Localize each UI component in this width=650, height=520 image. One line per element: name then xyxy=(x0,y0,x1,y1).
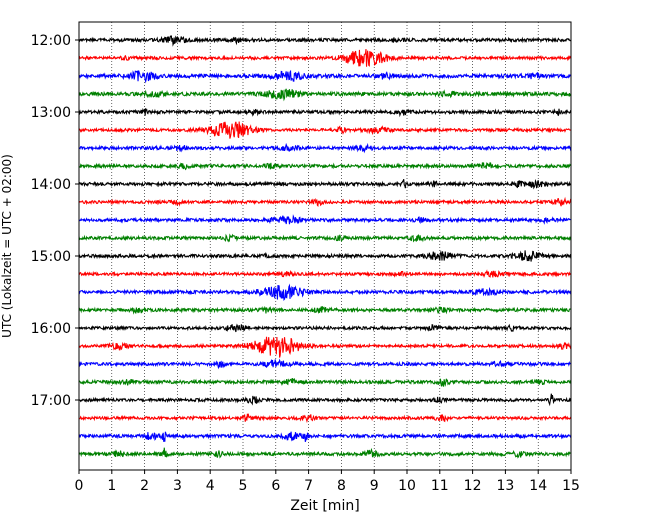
trace-1600 xyxy=(78,336,572,358)
x-tick-label: 7 xyxy=(304,478,313,494)
x-tick-label: 14 xyxy=(529,478,547,494)
y-tick-label: 14:00 xyxy=(31,177,71,193)
x-axis-label: Zeit [min] xyxy=(290,498,359,514)
y-tick-label: 12:00 xyxy=(31,33,71,49)
trace-1200 xyxy=(78,49,572,67)
trace-1315 xyxy=(78,142,572,154)
x-tick-label: 10 xyxy=(398,478,416,494)
x-tick-label: 6 xyxy=(271,478,280,494)
trace-1700 xyxy=(78,413,572,424)
x-tick-label: 11 xyxy=(431,478,449,494)
x-tick-label: 1 xyxy=(107,478,116,494)
trace-1230 xyxy=(78,88,572,102)
trace-1730 xyxy=(78,447,572,459)
y-tick-label: 16:00 xyxy=(31,321,71,337)
x-tick-label: 13 xyxy=(496,478,514,494)
trace-1515 xyxy=(78,283,572,301)
x-tick-label: 12 xyxy=(464,478,482,494)
trace-1545 xyxy=(78,323,572,333)
x-tick-label: 3 xyxy=(173,478,182,494)
trace-1615 xyxy=(78,358,572,370)
x-tick-label: 0 xyxy=(75,478,84,494)
y-tick-label: 17:00 xyxy=(31,393,71,409)
trace-1245 xyxy=(78,107,572,118)
trace-1500 xyxy=(78,269,572,279)
x-tick-label: 9 xyxy=(370,478,379,494)
y-axis-ticks: 12:00 13:00 14:00 15:00 16:00 17:00 xyxy=(31,33,79,409)
trace-1530 xyxy=(78,305,572,315)
trace-1430 xyxy=(78,233,572,243)
trace-1445 xyxy=(78,250,572,262)
vertical-grid xyxy=(111,22,539,470)
y-tick-label: 15:00 xyxy=(31,249,71,265)
trace-1400 xyxy=(78,196,572,207)
x-tick-label: 8 xyxy=(337,478,346,494)
trace-1300 xyxy=(78,121,572,139)
plot-frame xyxy=(78,21,572,471)
x-tick-label: 4 xyxy=(206,478,215,494)
trace-1330 xyxy=(78,162,572,171)
trace-1630 xyxy=(78,377,572,387)
x-tick-label: 15 xyxy=(562,478,580,494)
trace-1145 xyxy=(78,35,572,47)
y-axis-label: UTC (Lokalzeit = UTC + 02:00) xyxy=(0,154,14,338)
trace-1215 xyxy=(78,69,572,84)
x-tick-label: 5 xyxy=(239,478,248,494)
seismogram-traces xyxy=(78,35,572,459)
x-axis-ticks: 0 1 2 3 4 5 6 7 8 9 10 11 12 13 14 15 xyxy=(75,470,580,494)
trace-1645 xyxy=(78,393,572,407)
y-tick-label: 13:00 xyxy=(31,105,71,121)
x-tick-label: 2 xyxy=(140,478,149,494)
trace-1415 xyxy=(78,214,572,225)
trace-1715 xyxy=(78,431,572,443)
trace-1345 xyxy=(78,178,572,190)
